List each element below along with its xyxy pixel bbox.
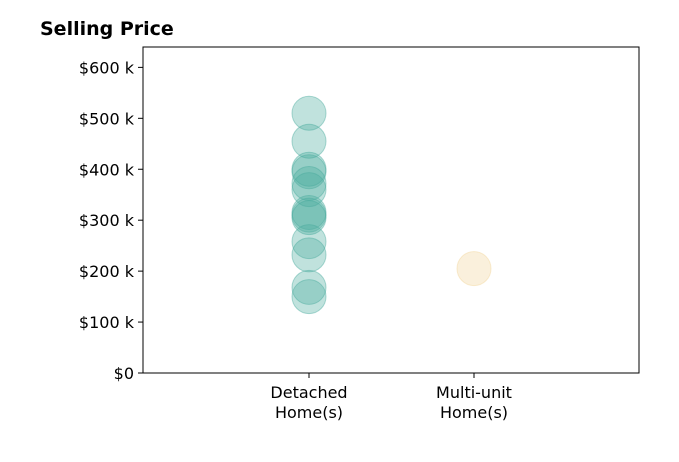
- data-point: [291, 123, 327, 159]
- chart-title: Selling Price: [40, 18, 174, 40]
- y-tick-label: $500 k: [79, 109, 135, 128]
- data-point: [291, 197, 327, 233]
- x-tick-label: Detached Home(s): [270, 383, 347, 422]
- data-point: [291, 224, 327, 260]
- y-tick-label: $600 k: [79, 58, 135, 77]
- data-point: [291, 166, 327, 202]
- data-point: [291, 200, 327, 236]
- y-tick-label: $400 k: [79, 160, 135, 179]
- y-tick-label: $100 k: [79, 313, 135, 332]
- data-points: [291, 95, 492, 315]
- data-point: [291, 279, 327, 315]
- data-point: [291, 95, 327, 131]
- data-point: [291, 237, 327, 273]
- y-tick-label: $300 k: [79, 211, 135, 230]
- data-point: [291, 195, 327, 231]
- data-point: [291, 269, 327, 305]
- y-tick-label: $0: [114, 364, 134, 383]
- data-point: [291, 154, 327, 190]
- y-axis: $0 $100 k $200 k $300 k $400 k $500 k $600 k: [79, 58, 143, 383]
- data-point: [456, 251, 492, 287]
- data-point: [291, 151, 327, 187]
- data-point: [291, 172, 327, 208]
- plot-frame: [142, 46, 640, 374]
- x-axis: Detached Home(s) Multi-unit Home(s): [270, 373, 512, 422]
- x-tick-label: Multi-unit Home(s): [436, 383, 512, 422]
- y-tick-label: $200 k: [79, 262, 135, 281]
